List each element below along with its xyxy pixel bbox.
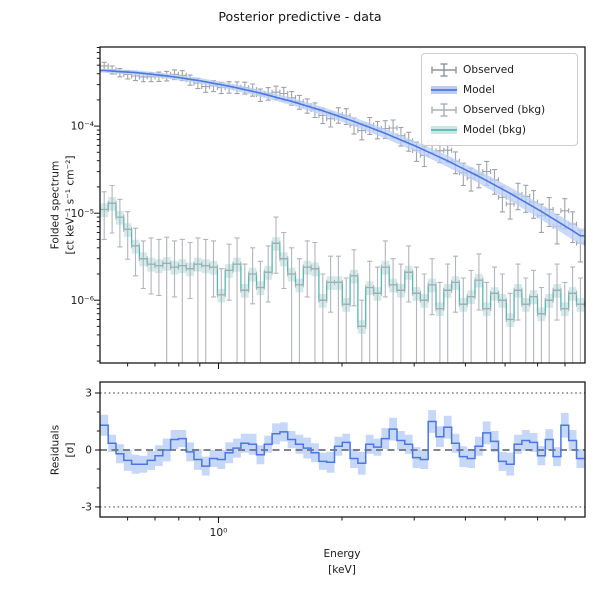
top-y-tick-label: 10⁻⁶ (71, 295, 94, 307)
legend-label: Observed (463, 64, 514, 76)
errorbar-marker-icon (429, 62, 463, 78)
bottom-y-tick-label: 0 (85, 445, 92, 457)
residual-panel (100, 392, 585, 508)
legend-item-observed-bkg: Observed (bkg) (429, 100, 569, 120)
x-axis-label-line2: [keV] (328, 564, 356, 576)
top-y-axis-label-line1: Folded spectrum (49, 160, 62, 250)
top-y-tick-label: 10⁻⁵ (71, 208, 94, 220)
model-line (100, 69, 585, 237)
axes-spines-and-ticks (94, 46, 586, 523)
x-axis-label: Energy [keV] (323, 547, 360, 579)
bottom-y-tick-label: -3 (81, 502, 92, 514)
tick-labels: 10⁻⁴ 10⁻⁵ 10⁻⁶ 3 0 -3 10⁰ (71, 121, 228, 539)
legend-label: Model (463, 84, 495, 96)
legend-item-model: Model (429, 80, 569, 100)
errorbar-marker-icon (429, 102, 463, 118)
band-line-icon (429, 82, 463, 98)
legend-item-observed: Observed (429, 60, 569, 80)
bottom-y-axis-label-line2: [σ] (65, 442, 77, 458)
spectrum-panel (100, 61, 585, 363)
bkg-observed-errorbars (100, 184, 585, 363)
x-axis-label-line1: Energy (323, 548, 361, 561)
bottom-y-axis-label-line1: Residuals (49, 424, 62, 476)
legend-label: Model (bkg) (463, 124, 527, 136)
legend: Observed Model Observed (bkg) Model (bkg… (421, 53, 578, 146)
bkg-model-band (100, 197, 585, 334)
bottom-y-tick-label: 3 (85, 388, 92, 400)
top-y-axis-label-line2: [ct keV⁻¹ s⁻¹ cm⁻²] (65, 155, 77, 255)
chart-title: Posterior predictive - data (218, 9, 382, 24)
legend-item-model-bkg: Model (bkg) (429, 120, 569, 140)
top-y-axis-label: Folded spectrum [ct keV⁻¹ s⁻¹ cm⁻²] (49, 155, 80, 254)
bottom-y-axis-label: Residuals [σ] (49, 425, 80, 475)
sigma-guide-lines (100, 392, 585, 508)
residual-line (100, 420, 585, 467)
top-y-tick-label: 10⁻⁴ (71, 121, 94, 133)
legend-label: Observed (bkg) (463, 104, 546, 116)
band-line-icon (429, 122, 463, 138)
x-tick-label: 10⁰ (210, 527, 228, 539)
